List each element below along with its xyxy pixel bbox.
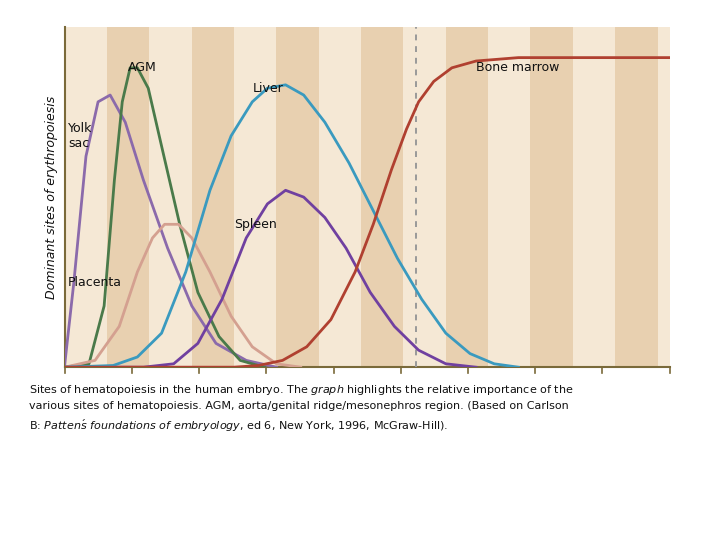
Bar [446, 27, 488, 367]
Y-axis label: Dominant sites of erythropoiesis: Dominant sites of erythropoiesis [45, 96, 58, 299]
Bar [192, 27, 234, 367]
Text: Liver: Liver [252, 82, 283, 94]
Text: Placenta: Placenta [68, 275, 122, 289]
Bar [107, 27, 150, 367]
Text: Bone marrow: Bone marrow [476, 62, 559, 75]
Bar [531, 27, 573, 367]
Text: Yolk
sac: Yolk sac [68, 122, 92, 150]
Bar [615, 27, 657, 367]
Text: Spleen: Spleen [234, 218, 277, 231]
Text: Sites of hematopoiesis in the human embryo. The $\it{graph}$ highlights the rela: Sites of hematopoiesis in the human embr… [29, 383, 573, 434]
Bar [361, 27, 403, 367]
Bar [276, 27, 319, 367]
Text: AGM: AGM [128, 62, 157, 75]
